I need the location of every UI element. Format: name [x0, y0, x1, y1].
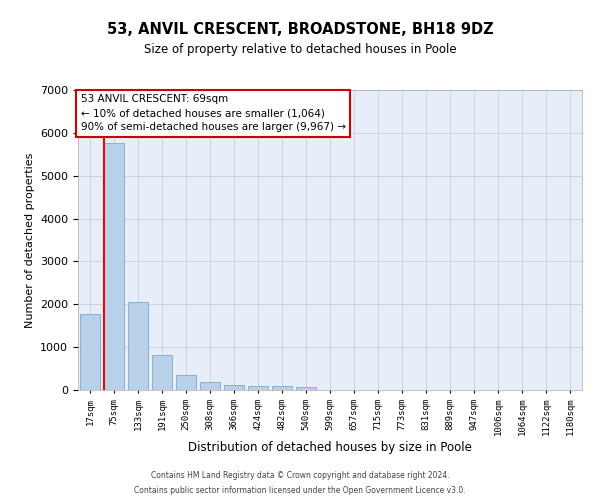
Bar	[128, 302, 148, 390]
Text: 53, ANVIL CRESCENT, BROADSTONE, BH18 9DZ: 53, ANVIL CRESCENT, BROADSTONE, BH18 9DZ	[107, 22, 493, 38]
Text: Contains HM Land Registry data © Crown copyright and database right 2024.: Contains HM Land Registry data © Crown c…	[151, 471, 449, 480]
Bar	[200, 382, 220, 390]
Bar	[104, 143, 124, 390]
X-axis label: Distribution of detached houses by size in Poole: Distribution of detached houses by size …	[188, 441, 472, 454]
Bar	[152, 355, 172, 390]
Bar	[224, 385, 244, 390]
Bar	[248, 386, 268, 390]
Bar	[176, 376, 196, 390]
Bar	[296, 387, 316, 390]
Bar	[80, 314, 100, 390]
Y-axis label: Number of detached properties: Number of detached properties	[25, 152, 35, 328]
Text: Contains public sector information licensed under the Open Government Licence v3: Contains public sector information licen…	[134, 486, 466, 495]
Text: Size of property relative to detached houses in Poole: Size of property relative to detached ho…	[143, 42, 457, 56]
Bar	[272, 386, 292, 390]
Text: 53 ANVIL CRESCENT: 69sqm
← 10% of detached houses are smaller (1,064)
90% of sem: 53 ANVIL CRESCENT: 69sqm ← 10% of detach…	[80, 94, 346, 132]
